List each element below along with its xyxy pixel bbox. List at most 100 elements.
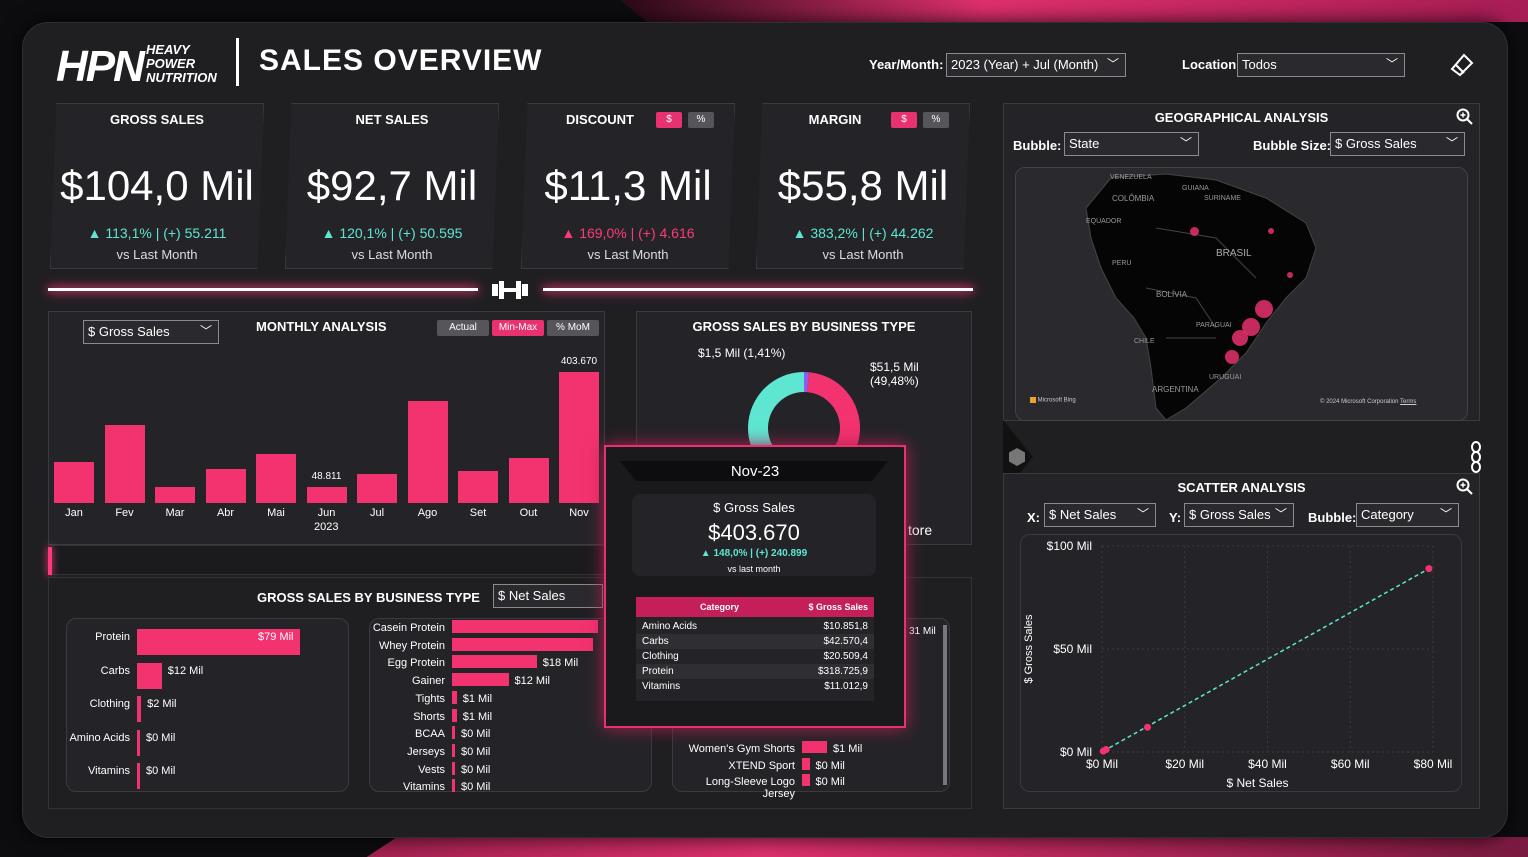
margin-toggle-dollar[interactable]: $: [891, 112, 917, 128]
donut-slice[interactable]: [804, 372, 809, 393]
tooltip-row: Vitamins $11.012,9: [636, 679, 874, 694]
chevron-down-icon: ﹀: [1385, 57, 1398, 71]
hbar-value-label: $0 Mil: [461, 781, 491, 794]
tooltip-value: $403.670: [708, 520, 800, 545]
monthly-bar[interactable]: [357, 473, 397, 503]
map-bubble[interactable]: [1268, 228, 1274, 234]
hbar[interactable]: [802, 741, 827, 753]
scatter-y-tick: $100 Mil: [1047, 539, 1092, 553]
monthly-tick-label: Jun: [317, 507, 336, 519]
monthly-bar[interactable]: [306, 487, 347, 503]
scatter-point[interactable]: [1102, 746, 1110, 754]
scatter-y-axis-label: $ Gross Sales: [1023, 614, 1035, 684]
monthly-bar[interactable]: [256, 454, 296, 503]
monthly-bar[interactable]: [508, 457, 549, 503]
hbar[interactable]: [137, 763, 140, 789]
year-month-dropdown[interactable]: 2023 (Year) + Jul (Month) ﹀: [946, 53, 1126, 77]
monthly-bar[interactable]: [407, 400, 448, 503]
zoom-icon[interactable]: [1456, 108, 1474, 126]
hbar[interactable]: [452, 637, 594, 651]
map-bubble[interactable]: [1232, 330, 1248, 346]
scatter-point[interactable]: [1425, 565, 1433, 573]
map-bubble[interactable]: [1255, 300, 1273, 318]
tooltip-row-cat: Amino Acids: [642, 621, 698, 632]
year-month-value: 2023 (Year) + Jul (Month): [951, 57, 1099, 72]
hbar[interactable]: [137, 696, 142, 722]
kpi-card-gross-sales: GROSS SALES $104,0 Mil ▲ 113,1% | (+) 55…: [50, 103, 264, 269]
hbar[interactable]: [452, 761, 455, 775]
hbar[interactable]: [452, 655, 537, 669]
map-view[interactable]: VENEZUELA GUIANA SURINAME COLÔMBIA EQUAD…: [1015, 167, 1468, 421]
chain-icon: [1471, 441, 1481, 473]
monthly-mom-button[interactable]: % MoM: [547, 320, 599, 336]
scatter-bubble-value: Category: [1361, 507, 1414, 522]
monthly-tick-label: Mai: [267, 507, 285, 519]
hbar-value-label: $1 Mil: [462, 692, 493, 705]
zoom-icon[interactable]: [1456, 478, 1474, 496]
margin-toggle-percent[interactable]: %: [923, 112, 949, 128]
kpi-vs: vs Last Month: [351, 247, 433, 262]
monthly-bar[interactable]: [559, 371, 599, 503]
map-bubble[interactable]: [1242, 318, 1260, 336]
scatter-x-dropdown[interactable]: $ Net Sales ﹀: [1044, 503, 1156, 527]
map-label: COLÔMBIA: [1112, 194, 1155, 203]
discount-toggle-dollar[interactable]: $: [656, 112, 682, 128]
scatter-point[interactable]: [1144, 723, 1152, 731]
business-type-measure-value: $ Net Sales: [498, 588, 566, 603]
map-label: BOLÍVIA: [1156, 290, 1188, 299]
monthly-bar-chart: Jan Fev Mar Abr Mai Jun 48.811 Jul Ago Set Out Nov 4…: [48, 340, 605, 540]
scatter-x-axis-label: $ Net Sales: [1226, 776, 1288, 790]
hbar-value-label: $0 Mil: [461, 728, 491, 741]
scatter-y-dropdown[interactable]: $ Gross Sales ﹀: [1184, 503, 1294, 527]
tooltip-row: Clothing $20.509,4: [636, 649, 874, 664]
monthly-actual-button[interactable]: Actual: [437, 320, 489, 336]
map-bubble[interactable]: [1287, 272, 1293, 278]
geo-size-dropdown[interactable]: $ Gross Sales ﹀: [1330, 132, 1465, 156]
map-label: PARAGUAI: [1196, 322, 1232, 329]
tooltip-row-cat: Carbs: [642, 636, 669, 647]
business-type-measure-dropdown[interactable]: $ Net Sales: [493, 584, 603, 608]
map-bubble[interactable]: [1190, 227, 1199, 236]
monthly-bar[interactable]: [54, 462, 94, 503]
monthly-bar[interactable]: [458, 470, 498, 503]
hbar[interactable]: [452, 779, 455, 793]
hbar[interactable]: [802, 757, 810, 770]
product-scrollbar[interactable]: [943, 625, 947, 785]
scatter-bubble-dropdown[interactable]: Category ﹀: [1356, 503, 1459, 527]
hbar[interactable]: [802, 774, 810, 786]
scatter-x-tick: $0 Mil: [1086, 757, 1118, 771]
hbar[interactable]: [452, 690, 457, 704]
map-bubble[interactable]: [1225, 350, 1239, 364]
monthly-bar[interactable]: [104, 425, 145, 503]
scatter-x-label: X:: [1027, 510, 1040, 525]
scroll-indicator[interactable]: [48, 547, 52, 575]
kpi-delta-text: 383,2% | (+) 44.262: [810, 225, 934, 241]
hbar[interactable]: [452, 708, 457, 722]
location-dropdown[interactable]: Todos ﹀: [1237, 53, 1405, 77]
discount-toggle-percent[interactable]: %: [688, 112, 714, 128]
map-label: SURINAME: [1204, 195, 1241, 202]
kpi-delta-text: 169,0% | (+) 4.616: [579, 225, 695, 241]
monthly-bar[interactable]: [205, 468, 246, 503]
hbar[interactable]: [137, 662, 162, 689]
monthly-minmax-button[interactable]: Min-Max: [492, 320, 544, 336]
monthly-bar[interactable]: [155, 487, 195, 503]
kpi-card-net-sales: NET SALES $92,7 Mil ▲ 120,1% | (+) 50.59…: [285, 103, 499, 269]
hbar[interactable]: [452, 726, 455, 740]
hbar[interactable]: [452, 743, 455, 757]
hbar[interactable]: [137, 729, 140, 756]
map-terms-link[interactable]: Terms: [1400, 399, 1417, 405]
kpi-card-discount: DISCOUNT $ % $11,3 Mil ▲ 169,0% | (+) 4.…: [521, 103, 735, 269]
geo-bubble-dropdown[interactable]: State ﹀: [1064, 132, 1199, 156]
chevron-down-icon: ﹀: [1445, 136, 1458, 150]
hbar[interactable]: [452, 620, 598, 633]
hbar-category-label: Jerseys: [407, 745, 445, 758]
kpi-delta: ▲ 113,1% | (+) 55.211: [51, 225, 263, 241]
hbar[interactable]: [137, 629, 300, 655]
map-attribution-text: Microsoft Bing: [1037, 397, 1076, 404]
hbar[interactable]: [452, 673, 509, 687]
monthly-measure-dropdown[interactable]: $ Gross Sales ﹀: [83, 320, 219, 344]
chevron-down-icon: ﹀: [1179, 136, 1192, 150]
hbar-value-label: $0 Mil: [146, 731, 176, 744]
eraser-icon[interactable]: [1448, 51, 1476, 79]
